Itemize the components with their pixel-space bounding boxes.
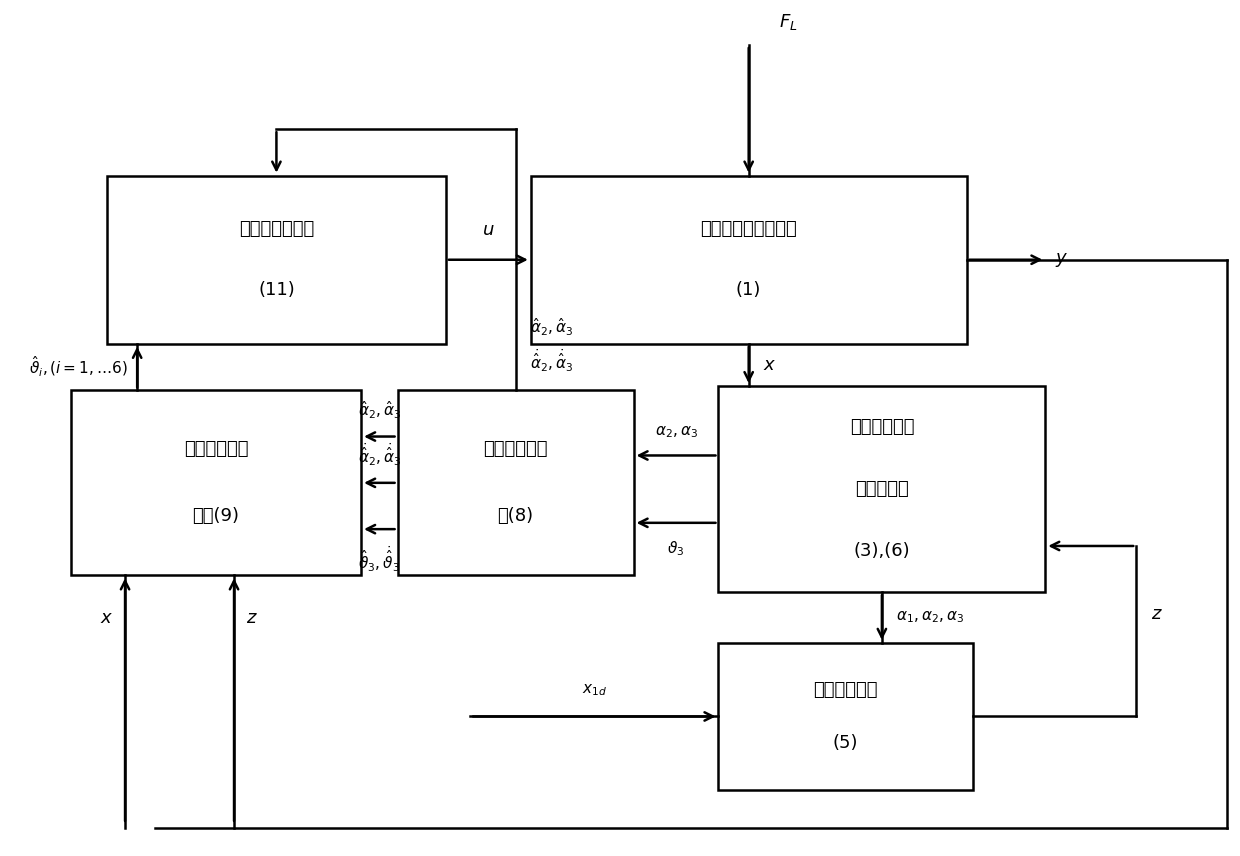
Text: $z$: $z$: [247, 609, 258, 627]
Text: 器(8): 器(8): [497, 507, 533, 526]
Text: $z$: $z$: [1151, 605, 1163, 623]
Text: 衰减记忆滤波: 衰减记忆滤波: [484, 441, 548, 459]
Text: $x$: $x$: [763, 356, 776, 374]
Text: $\alpha_2,\alpha_3$: $\alpha_2,\alpha_3$: [655, 425, 698, 440]
Text: $\hat{\alpha}_2,\hat{\alpha}_3$: $\hat{\alpha}_2,\hat{\alpha}_3$: [357, 400, 401, 421]
Text: 载力计算值: 载力计算值: [856, 480, 909, 498]
Text: $\dot{\hat{\alpha}}_2,\dot{\hat{\alpha}}_3$: $\dot{\hat{\alpha}}_2,\dot{\hat{\alpha}}…: [357, 441, 401, 467]
Bar: [71, 390, 361, 575]
Text: $\hat{\vartheta}_3,\dot{\hat{\vartheta}}_3$: $\hat{\vartheta}_3,\dot{\hat{\vartheta}}…: [358, 544, 401, 574]
Text: 修正反步控制律: 修正反步控制律: [239, 221, 314, 239]
Bar: [718, 386, 1045, 592]
Text: (3),(6): (3),(6): [853, 542, 910, 560]
Text: 虚拟控制与负: 虚拟控制与负: [849, 419, 914, 437]
Text: $\vartheta_3$: $\vartheta_3$: [667, 539, 684, 558]
Text: $\hat{\alpha}_2,\hat{\alpha}_3$: $\hat{\alpha}_2,\hat{\alpha}_3$: [531, 316, 573, 338]
Text: $x$: $x$: [100, 609, 114, 627]
Bar: [718, 643, 972, 790]
Text: (5): (5): [833, 734, 858, 752]
Text: $F_L$: $F_L$: [779, 13, 797, 33]
Text: $\hat{\vartheta}_i,(i=1,\ldots6)$: $\hat{\vartheta}_i,(i=1,\ldots6)$: [29, 355, 128, 379]
Text: $\dot{\hat{\alpha}}_2,\dot{\hat{\alpha}}_3$: $\dot{\hat{\alpha}}_2,\dot{\hat{\alpha}}…: [531, 348, 573, 374]
Text: $x_{1d}$: $x_{1d}$: [582, 682, 606, 698]
Text: 参数自适应估: 参数自适应估: [184, 441, 248, 459]
Bar: [531, 175, 967, 344]
Text: $y$: $y$: [1055, 251, 1069, 269]
Text: 电液伺服执行器模型: 电液伺服执行器模型: [701, 221, 797, 239]
Text: 计律(9): 计律(9): [192, 507, 239, 526]
Bar: [398, 390, 634, 575]
Text: $u$: $u$: [482, 221, 495, 239]
Text: (1): (1): [737, 281, 761, 299]
Text: (11): (11): [258, 281, 295, 299]
Text: $\alpha_1,\alpha_2,\alpha_3$: $\alpha_1,\alpha_2,\alpha_3$: [897, 609, 965, 626]
Bar: [107, 175, 446, 344]
Text: 系统状态误差: 系统状态误差: [813, 681, 878, 699]
